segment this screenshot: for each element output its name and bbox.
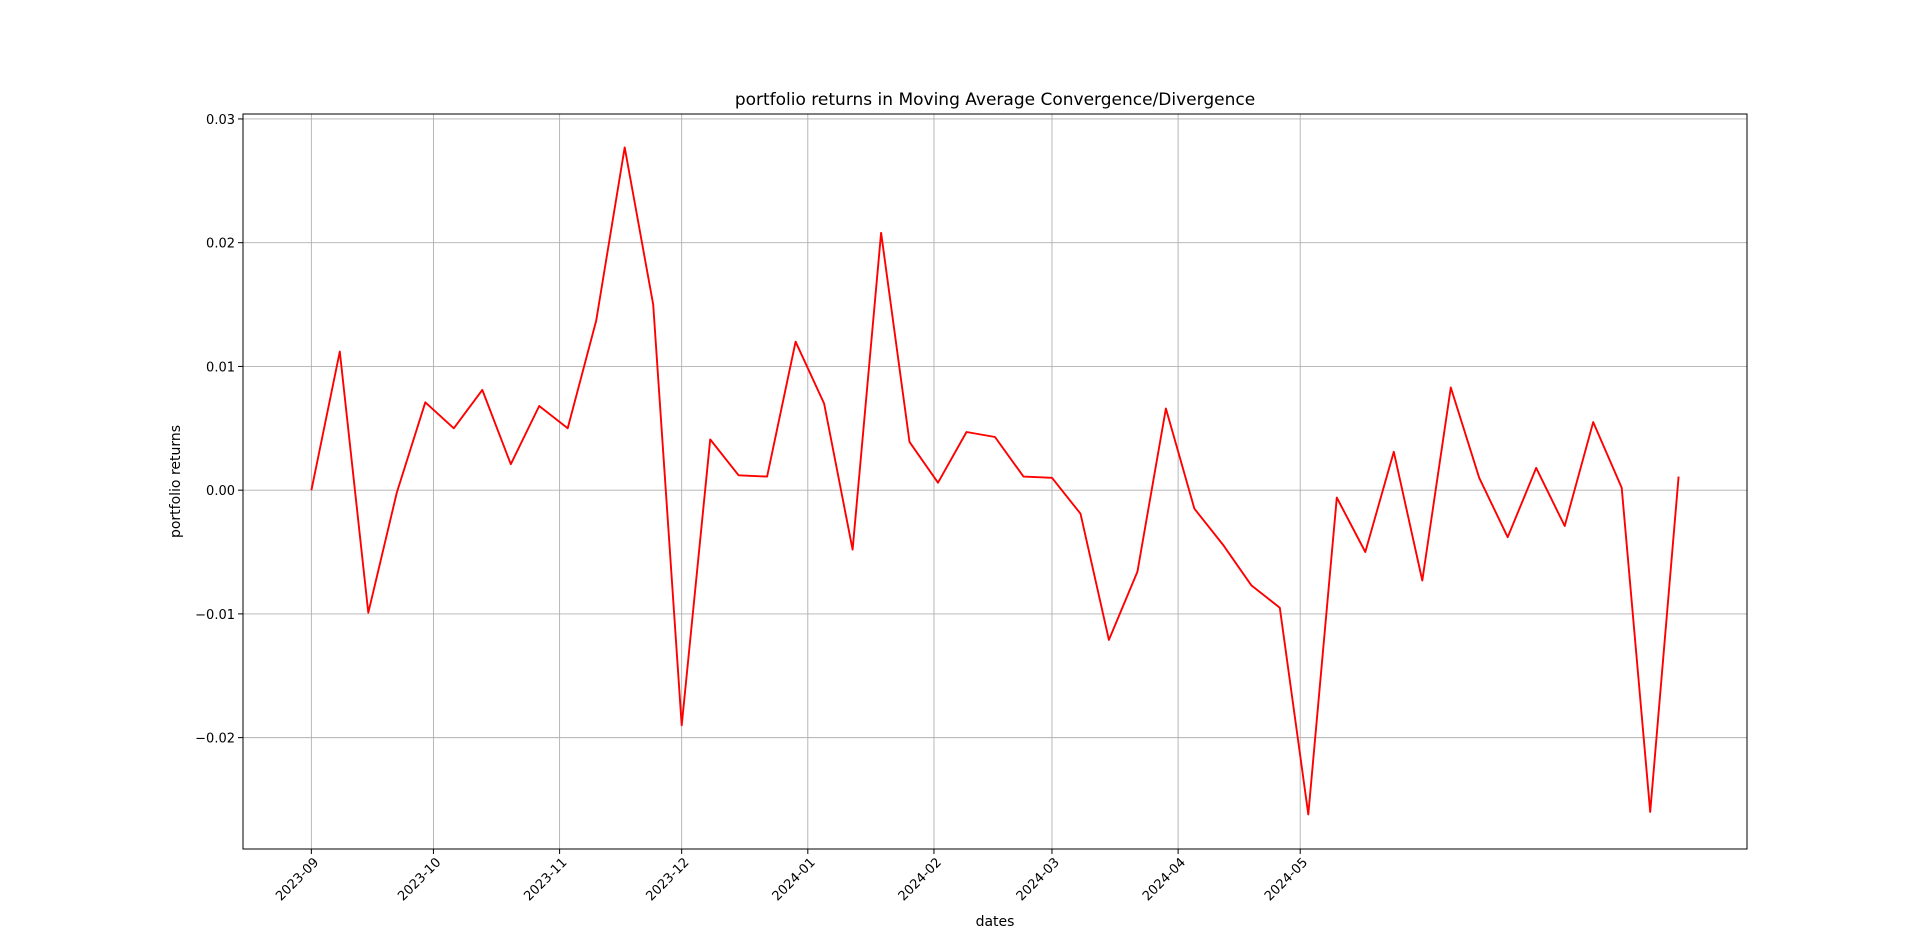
chart-title: portfolio returns in Moving Average Conv…: [735, 90, 1255, 110]
series-line: [310, 146, 1680, 816]
plot-frame: [242, 113, 1748, 850]
y-tick-label: 0.03: [206, 113, 235, 128]
y-axis-label: portfolio returns: [168, 425, 184, 538]
y-tick-label: 0.02: [206, 237, 235, 252]
y-tick-label: 0.01: [206, 360, 235, 375]
y-tick-label: 0.00: [206, 484, 235, 499]
x-axis-label: dates: [976, 914, 1015, 930]
grid: [243, 114, 1747, 849]
series-layer: [310, 146, 1680, 816]
y-axis: −0.02 −0.01 0.00 0.01 0.02 0.03: [195, 113, 243, 747]
y-tick-label: −0.02: [195, 732, 235, 747]
y-tick-label: −0.01: [195, 608, 235, 623]
